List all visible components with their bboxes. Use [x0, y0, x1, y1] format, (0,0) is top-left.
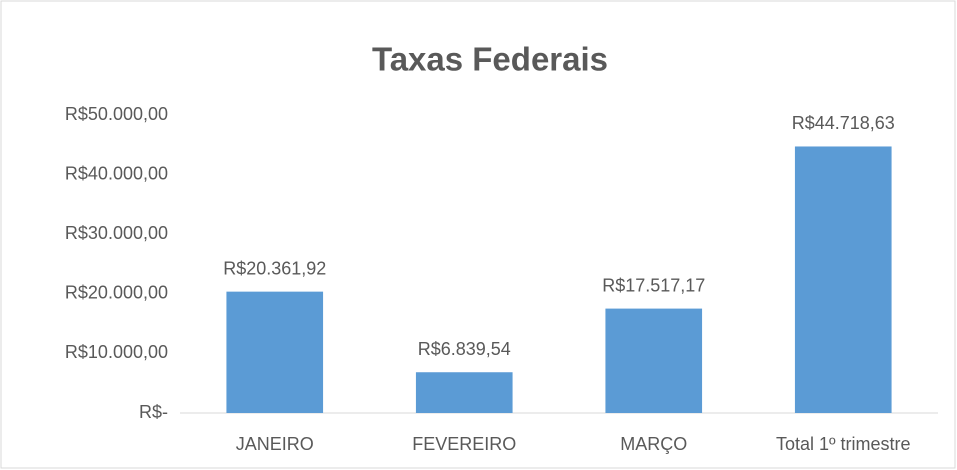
y-tick-label: R$20.000,00 — [65, 283, 168, 303]
bar — [605, 308, 703, 413]
bar — [226, 291, 324, 413]
value-label: R$17.517,17 — [602, 275, 705, 295]
bar — [794, 146, 892, 413]
x-tick-label: MARÇO — [620, 434, 687, 454]
y-tick-label: R$40.000,00 — [65, 163, 168, 183]
chart-title: Taxas Federais — [372, 41, 608, 78]
bar — [415, 372, 513, 413]
x-tick-label: FEVEREIRO — [412, 434, 516, 454]
y-tick-label: R$10.000,00 — [65, 342, 168, 362]
x-tick-label: JANEIRO — [236, 434, 314, 454]
x-tick-label: Total 1º trimestre — [776, 434, 911, 454]
y-tick-label: R$- — [139, 402, 168, 422]
value-label: R$20.361,92 — [223, 258, 326, 278]
value-label: R$6.839,54 — [418, 339, 511, 359]
value-label: R$44.718,63 — [792, 113, 895, 133]
y-tick-label: R$30.000,00 — [65, 223, 168, 243]
y-tick-label: R$50.000,00 — [65, 104, 168, 124]
